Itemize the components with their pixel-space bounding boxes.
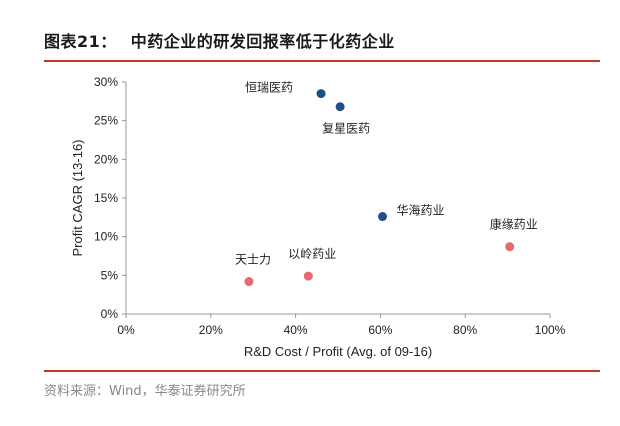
point-label: 以岭药业 (288, 247, 336, 261)
x-tick-label: 60% (368, 323, 392, 337)
point-label: 天士力 (235, 253, 271, 267)
x-tick-label: 20% (199, 323, 223, 337)
y-tick-label: 20% (94, 152, 118, 166)
data-point (303, 271, 313, 281)
data-point (335, 102, 345, 112)
x-tick-label: 80% (453, 323, 477, 337)
y-tick-label: 5% (101, 268, 119, 282)
scatter-chart: 0% 5% 10% 15% 20% 25% 30% 0% 20% 40% 60% 80% 100% 恒… (70, 75, 566, 359)
figure-label: 图表21： (44, 32, 117, 51)
x-tick-label: 100% (535, 323, 566, 337)
data-point (505, 242, 515, 252)
y-tick-label: 10% (94, 230, 118, 244)
data-point (316, 89, 326, 99)
source-divider (44, 370, 600, 372)
x-tick-labels: 0% 20% 40% 60% 80% 100% (117, 323, 565, 337)
y-tick-labels: 0% 5% 10% 15% 20% 25% 30% (94, 75, 118, 321)
point-label: 华海药业 (397, 203, 445, 218)
y-tick-label: 15% (94, 191, 118, 205)
y-axis-label: Profit CAGR (13-16) (70, 139, 85, 256)
data-points (244, 89, 515, 287)
figure-title: 图表21： 中药企业的研发回报率低于化药企业 (44, 28, 395, 52)
source-note: 资料来源：Wind，华泰证券研究所 (44, 384, 246, 399)
x-axis-label: R&D Cost / Profit (Avg. of 09-16) (244, 344, 432, 359)
point-label: 恒瑞医药 (245, 81, 293, 95)
data-point (378, 212, 388, 222)
figure-title-text: 中药企业的研发回报率低于化药企业 (130, 32, 395, 51)
y-tick-label: 30% (94, 75, 118, 89)
x-tick-label: 40% (284, 323, 308, 337)
y-tick-label: 25% (94, 114, 118, 128)
data-point (244, 277, 254, 287)
chart-axes (122, 81, 551, 318)
x-tick-label: 0% (117, 323, 135, 337)
title-divider (44, 60, 600, 62)
point-label: 康缘药业 (490, 217, 538, 232)
y-tick-label: 0% (101, 307, 119, 321)
point-label: 复星医药 (322, 122, 370, 136)
